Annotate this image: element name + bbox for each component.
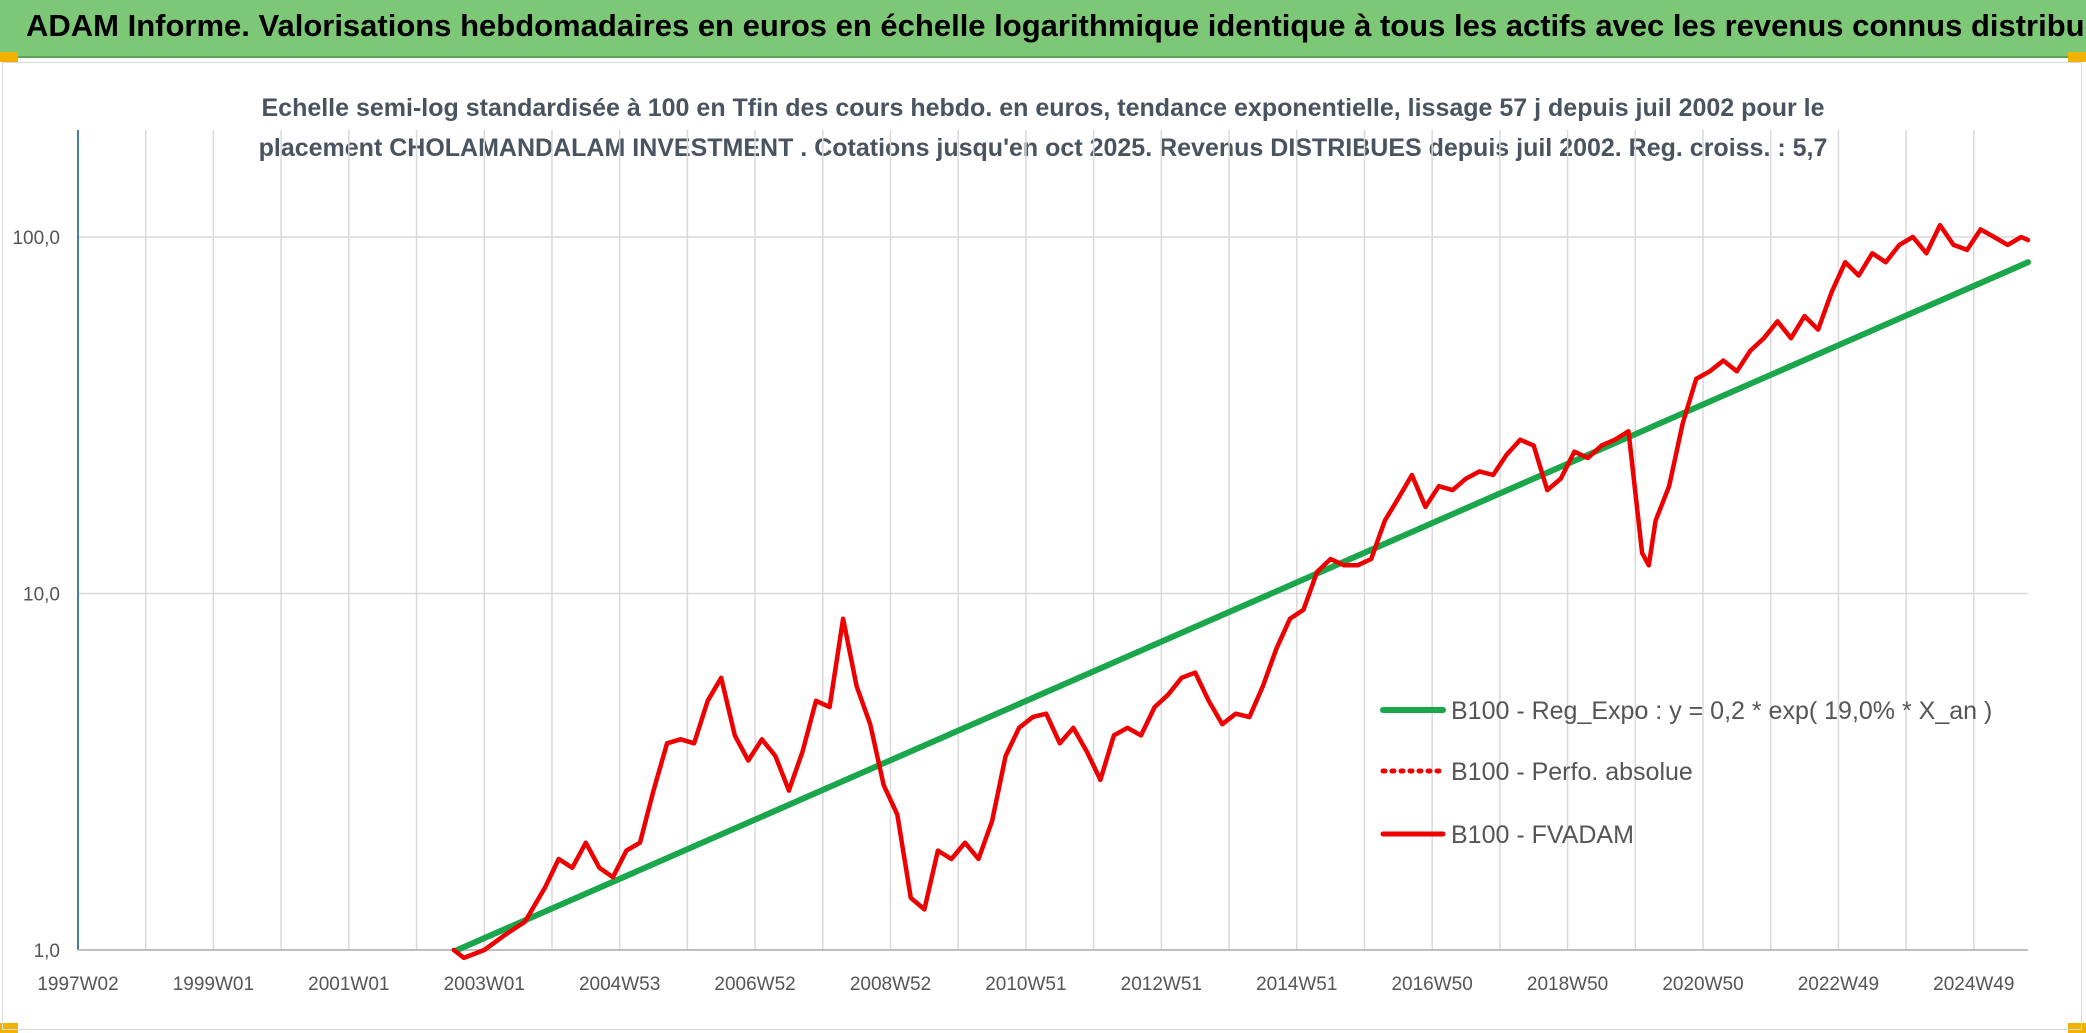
legend-label-0: B100 - Reg_Expo : y = 0,2 * exp( 19,0% *… (1451, 697, 1992, 725)
x-tick-label: 2001W01 (308, 974, 389, 995)
series-line-0 (454, 259, 2031, 953)
x-tick-label: 2022W49 (1798, 974, 1879, 995)
legend-label-1: B100 - Perfo. absolue (1451, 758, 1693, 786)
chart-title: Echelle semi-log standardisée à 100 en T… (0, 88, 2086, 168)
x-tick-label: 2024W49 (1933, 974, 2014, 995)
x-tick-label: 2004W53 (579, 974, 660, 995)
chart-title-line-2: placement CHOLAMANDALAM INVESTMENT . Cot… (258, 134, 1828, 162)
x-tick-label: 1997W02 (37, 974, 118, 995)
x-tick-label: 1999W01 (173, 974, 254, 995)
x-tick-label: 2016W50 (1391, 974, 1472, 995)
x-tick-label: 2008W52 (850, 974, 931, 995)
header-bar: ADAM Informe. Valorisations hebdomadaire… (0, 0, 2086, 58)
x-tick-label: 2006W52 (714, 974, 795, 995)
legend: B100 - Reg_Expo : y = 0,2 * exp( 19,0% *… (1380, 697, 1992, 849)
series-line-2 (451, 222, 2031, 961)
series-lines (451, 222, 2031, 961)
x-tick-label: 2018W50 (1527, 974, 1608, 995)
x-tick-label: 2003W01 (444, 974, 525, 995)
corner-marker-top-right (2068, 52, 2086, 62)
y-tick-label: 1,0 (34, 941, 60, 962)
y-tick-label: 100,0 (12, 228, 60, 249)
axes: 1,0 10,0 100,0 1997W02 1999W01 2001W01 2003W01… (12, 130, 2028, 995)
y-tick-label: 10,0 (23, 585, 60, 606)
chart-area (2, 62, 2082, 1030)
legend-label-2: B100 - FVADAM (1451, 821, 1634, 849)
chart-title-line-1: Echelle semi-log standardisée à 100 en T… (261, 94, 1825, 122)
corner-marker-bottom-left (0, 1023, 18, 1033)
corner-marker-top-left (0, 52, 18, 62)
corner-marker-bottom-right (2068, 1023, 2086, 1033)
grid-lines (77, 130, 2028, 951)
x-tick-label: 2012W51 (1121, 974, 1202, 995)
x-tick-label: 2010W51 (985, 974, 1066, 995)
page-title: ADAM Informe. Valorisations hebdomadaire… (26, 8, 2086, 43)
x-tick-label: 2014W51 (1256, 974, 1337, 995)
x-tick-label: 2020W50 (1662, 974, 1743, 995)
